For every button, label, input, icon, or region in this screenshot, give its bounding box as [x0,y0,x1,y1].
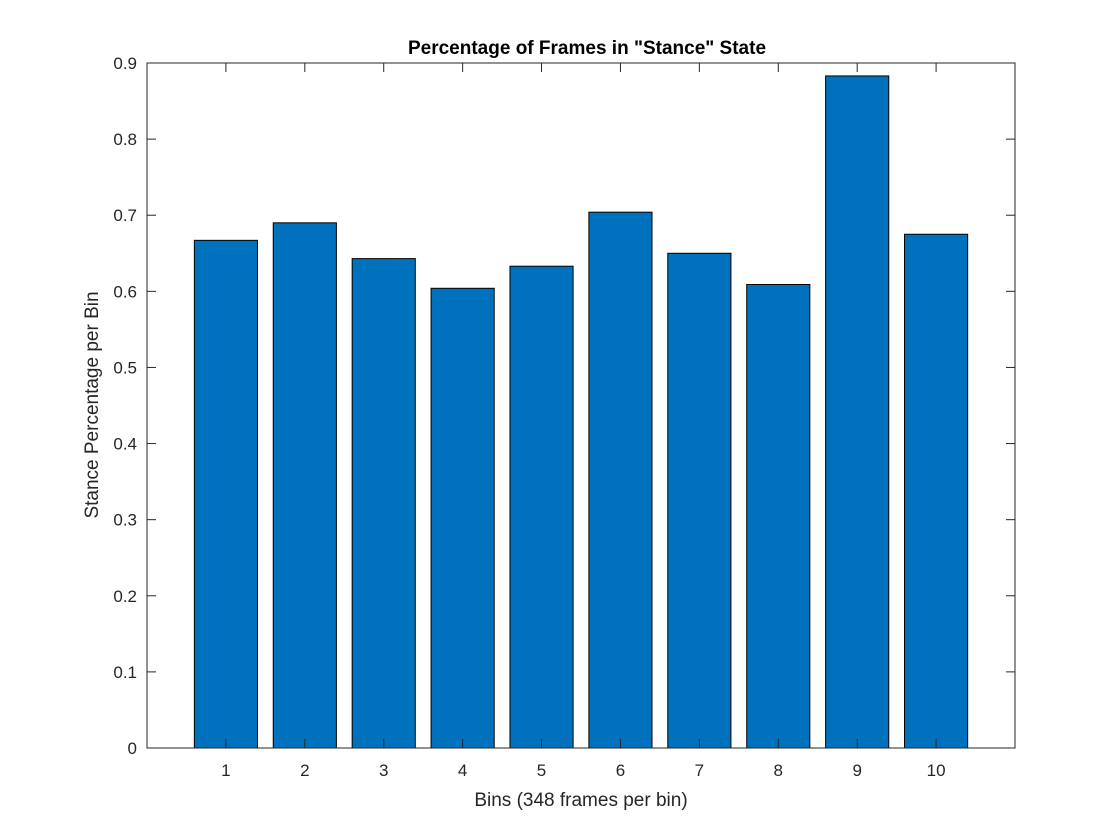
y-tick-label: 0.3 [113,511,137,530]
bar-7 [667,252,732,749]
y-axis-label: Stance Percentage per Bin [82,291,103,518]
y-tick-label: 0.2 [113,587,137,606]
x-tick-label: 1 [221,761,230,780]
x-tick-label: 4 [458,761,467,780]
x-axis-label: Bins (348 frames per bin) [474,790,687,811]
axes-box [146,62,1016,749]
bar-2 [272,222,337,749]
y-tick-label: 0.9 [113,54,137,73]
chart-title: Percentage of Frames in "Stance" State [408,38,766,59]
x-tick-label: 3 [379,761,388,780]
bar-6 [588,211,653,749]
y-tick-label: 0.6 [113,282,137,301]
bars-group [193,75,969,749]
x-tick-label: 5 [537,761,546,780]
y-tick-label: 0.7 [113,206,137,225]
y-tick-label: 0.8 [113,130,137,149]
bar-8 [746,283,811,749]
y-tick-label: 0.1 [113,663,137,682]
x-tick-label: 6 [616,761,625,780]
y-axis: 0 0.1 0.2 0.3 0.4 0.5 0.6 0.7 0.8 0.9 [113,54,1015,758]
bar-3 [351,258,416,749]
bar-1 [193,239,258,749]
x-tick-label: 2 [300,761,309,780]
y-tick-label: 0.4 [113,435,137,454]
y-tick-label: 0 [128,739,137,758]
bar-4 [430,287,495,749]
bar-5 [509,265,574,749]
x-axis: 1 2 3 4 5 6 7 8 9 10 [221,63,946,780]
x-tick-label: 8 [774,761,783,780]
x-tick-label: 10 [927,761,946,780]
x-tick-label: 7 [695,761,704,780]
bar-9 [825,75,890,749]
bar-10 [904,233,969,749]
y-tick-label: 0.5 [113,358,137,377]
x-tick-label: 9 [852,761,861,780]
